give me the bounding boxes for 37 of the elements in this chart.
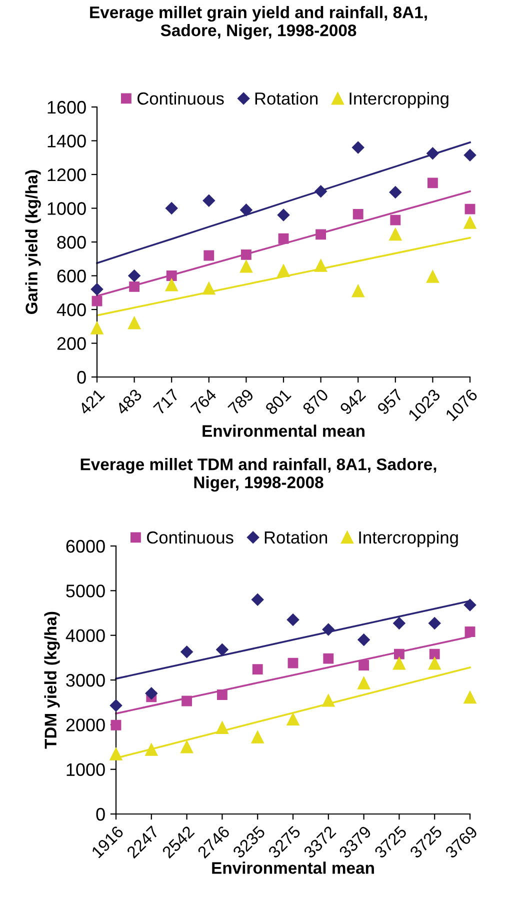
y-axis-title: Garin yield (kg/ha): [25, 170, 41, 314]
x-tick-label: 870: [302, 388, 329, 416]
x-tick-label: 764: [190, 388, 218, 416]
y-tick-label: 1600: [48, 100, 86, 114]
legend-label: Continuous: [147, 530, 234, 544]
legend-label: Intercropping: [359, 530, 458, 548]
legend-label: Continuous: [138, 92, 224, 105]
x-axis-title: Environmental mean: [212, 862, 374, 874]
y-tick-label: 0: [96, 808, 105, 821]
y-tick-label: 800: [57, 236, 86, 249]
x-tick-label: 789: [227, 388, 254, 416]
y-tick-label: 4000: [66, 629, 105, 642]
y-tick-label: 1000: [66, 763, 105, 776]
y-axis-title: TDM yield (kg/ha): [44, 612, 60, 749]
y-tick-label: 1400: [48, 134, 86, 148]
x-tick-label: 957: [376, 388, 404, 416]
x-tick-label: 483: [115, 388, 142, 416]
x-tick-label: 717: [152, 388, 180, 416]
y-tick-label: 6000: [66, 540, 105, 553]
x-axis-title: Environmental mean: [202, 424, 364, 437]
legend-label: Rotation: [255, 92, 318, 105]
y-tick-label: 1000: [48, 202, 86, 215]
legend-label: Intercropping: [350, 92, 448, 108]
x-tick-label: 801: [264, 388, 292, 416]
chart-title: Everage millet grain yield and rainfall, 8A1, Sadore, Niger, 1998-2008: [90, 6, 427, 40]
x-tick-label: 421: [78, 388, 105, 416]
y-tick-label: 2000: [66, 718, 105, 732]
y-tick-label: 1200: [48, 168, 86, 182]
legend-label: Rotation: [264, 530, 328, 544]
x-tick-label: 942: [339, 388, 366, 416]
y-tick-label: 3000: [66, 674, 105, 687]
y-tick-label: 400: [56, 303, 86, 316]
y-tick-label: 200: [57, 337, 86, 350]
y-tick-label: 600: [57, 270, 86, 282]
y-tick-label: 0: [77, 370, 86, 384]
chart-title: Everage millet TDM and rainfall, 8A1, Sadore, Niger, 1998-2008: [80, 458, 436, 492]
y-tick-label: 5000: [66, 584, 105, 598]
